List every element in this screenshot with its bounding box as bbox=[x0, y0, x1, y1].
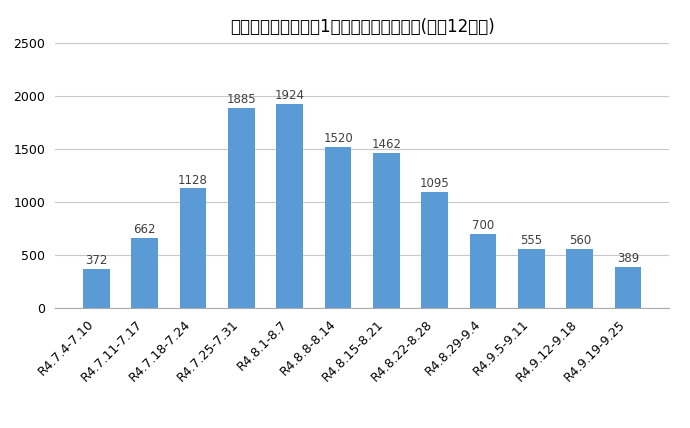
Text: 1924: 1924 bbox=[275, 89, 305, 102]
Bar bbox=[518, 249, 544, 308]
Bar bbox=[470, 234, 496, 308]
Bar bbox=[325, 147, 351, 308]
Text: 1462: 1462 bbox=[371, 138, 402, 151]
Bar bbox=[373, 153, 400, 308]
Bar bbox=[422, 192, 448, 308]
Bar bbox=[180, 188, 206, 308]
Title: 市内コロナウイルス1週間の新規感染者数(直近12週間): 市内コロナウイルス1週間の新規感染者数(直近12週間) bbox=[230, 18, 495, 36]
Text: 389: 389 bbox=[617, 252, 639, 265]
Text: 555: 555 bbox=[520, 235, 542, 247]
Text: 560: 560 bbox=[569, 234, 591, 247]
Bar bbox=[132, 238, 158, 308]
Text: 1128: 1128 bbox=[178, 173, 208, 187]
Text: 1885: 1885 bbox=[226, 93, 256, 106]
Text: 700: 700 bbox=[472, 219, 494, 232]
Bar bbox=[615, 267, 642, 308]
Bar bbox=[566, 249, 593, 308]
Bar bbox=[277, 104, 303, 308]
Text: 1520: 1520 bbox=[323, 132, 353, 145]
Text: 662: 662 bbox=[133, 223, 156, 236]
Text: 1095: 1095 bbox=[420, 177, 450, 190]
Bar bbox=[228, 108, 255, 308]
Bar bbox=[83, 269, 110, 308]
Text: 372: 372 bbox=[86, 254, 108, 267]
